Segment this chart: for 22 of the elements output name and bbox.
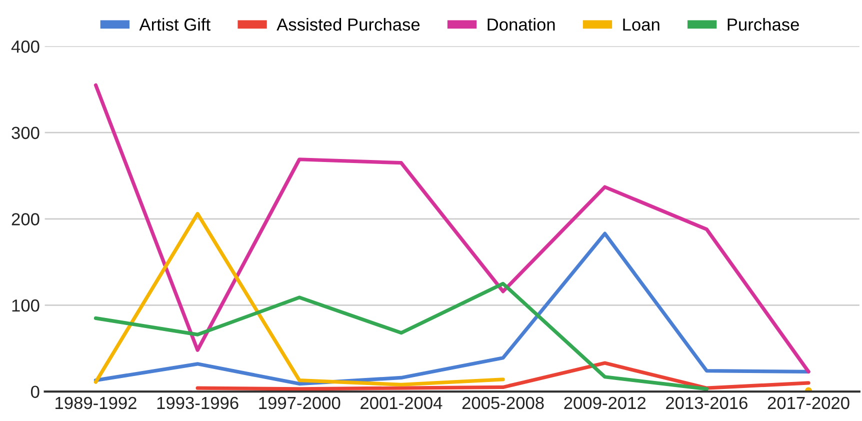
x-tick-label: 2013-2016 — [666, 396, 748, 410]
y-tick-label: 200 — [12, 213, 40, 226]
x-tick-label: 2017-2020 — [768, 396, 850, 410]
line-series — [94, 282, 708, 391]
y-tick-label: 0 — [30, 386, 40, 398]
y-tick-label: 300 — [12, 126, 40, 140]
legend-label: Assisted Purchase — [276, 18, 420, 31]
x-tick-label: 1989-1992 — [56, 396, 136, 410]
x-tick-label: 2001-2004 — [360, 396, 442, 410]
x-tick-label: 2009-2012 — [564, 396, 646, 410]
y-tick-label: 100 — [12, 299, 40, 312]
line-series — [196, 361, 810, 391]
y-tick-label: 400 — [11, 40, 40, 53]
x-tick-label: 1997-2000 — [259, 396, 340, 410]
line-series — [94, 232, 810, 386]
legend-label: Donation — [488, 18, 555, 31]
line-series — [94, 83, 810, 374]
x-tick-label: 1993-1996 — [157, 396, 238, 410]
legend-label: Purchase — [728, 18, 799, 31]
legend-label: Loan — [623, 18, 660, 31]
x-tick-label: 2005-2008 — [462, 396, 544, 410]
legend-label: Artist Gift — [139, 18, 210, 31]
